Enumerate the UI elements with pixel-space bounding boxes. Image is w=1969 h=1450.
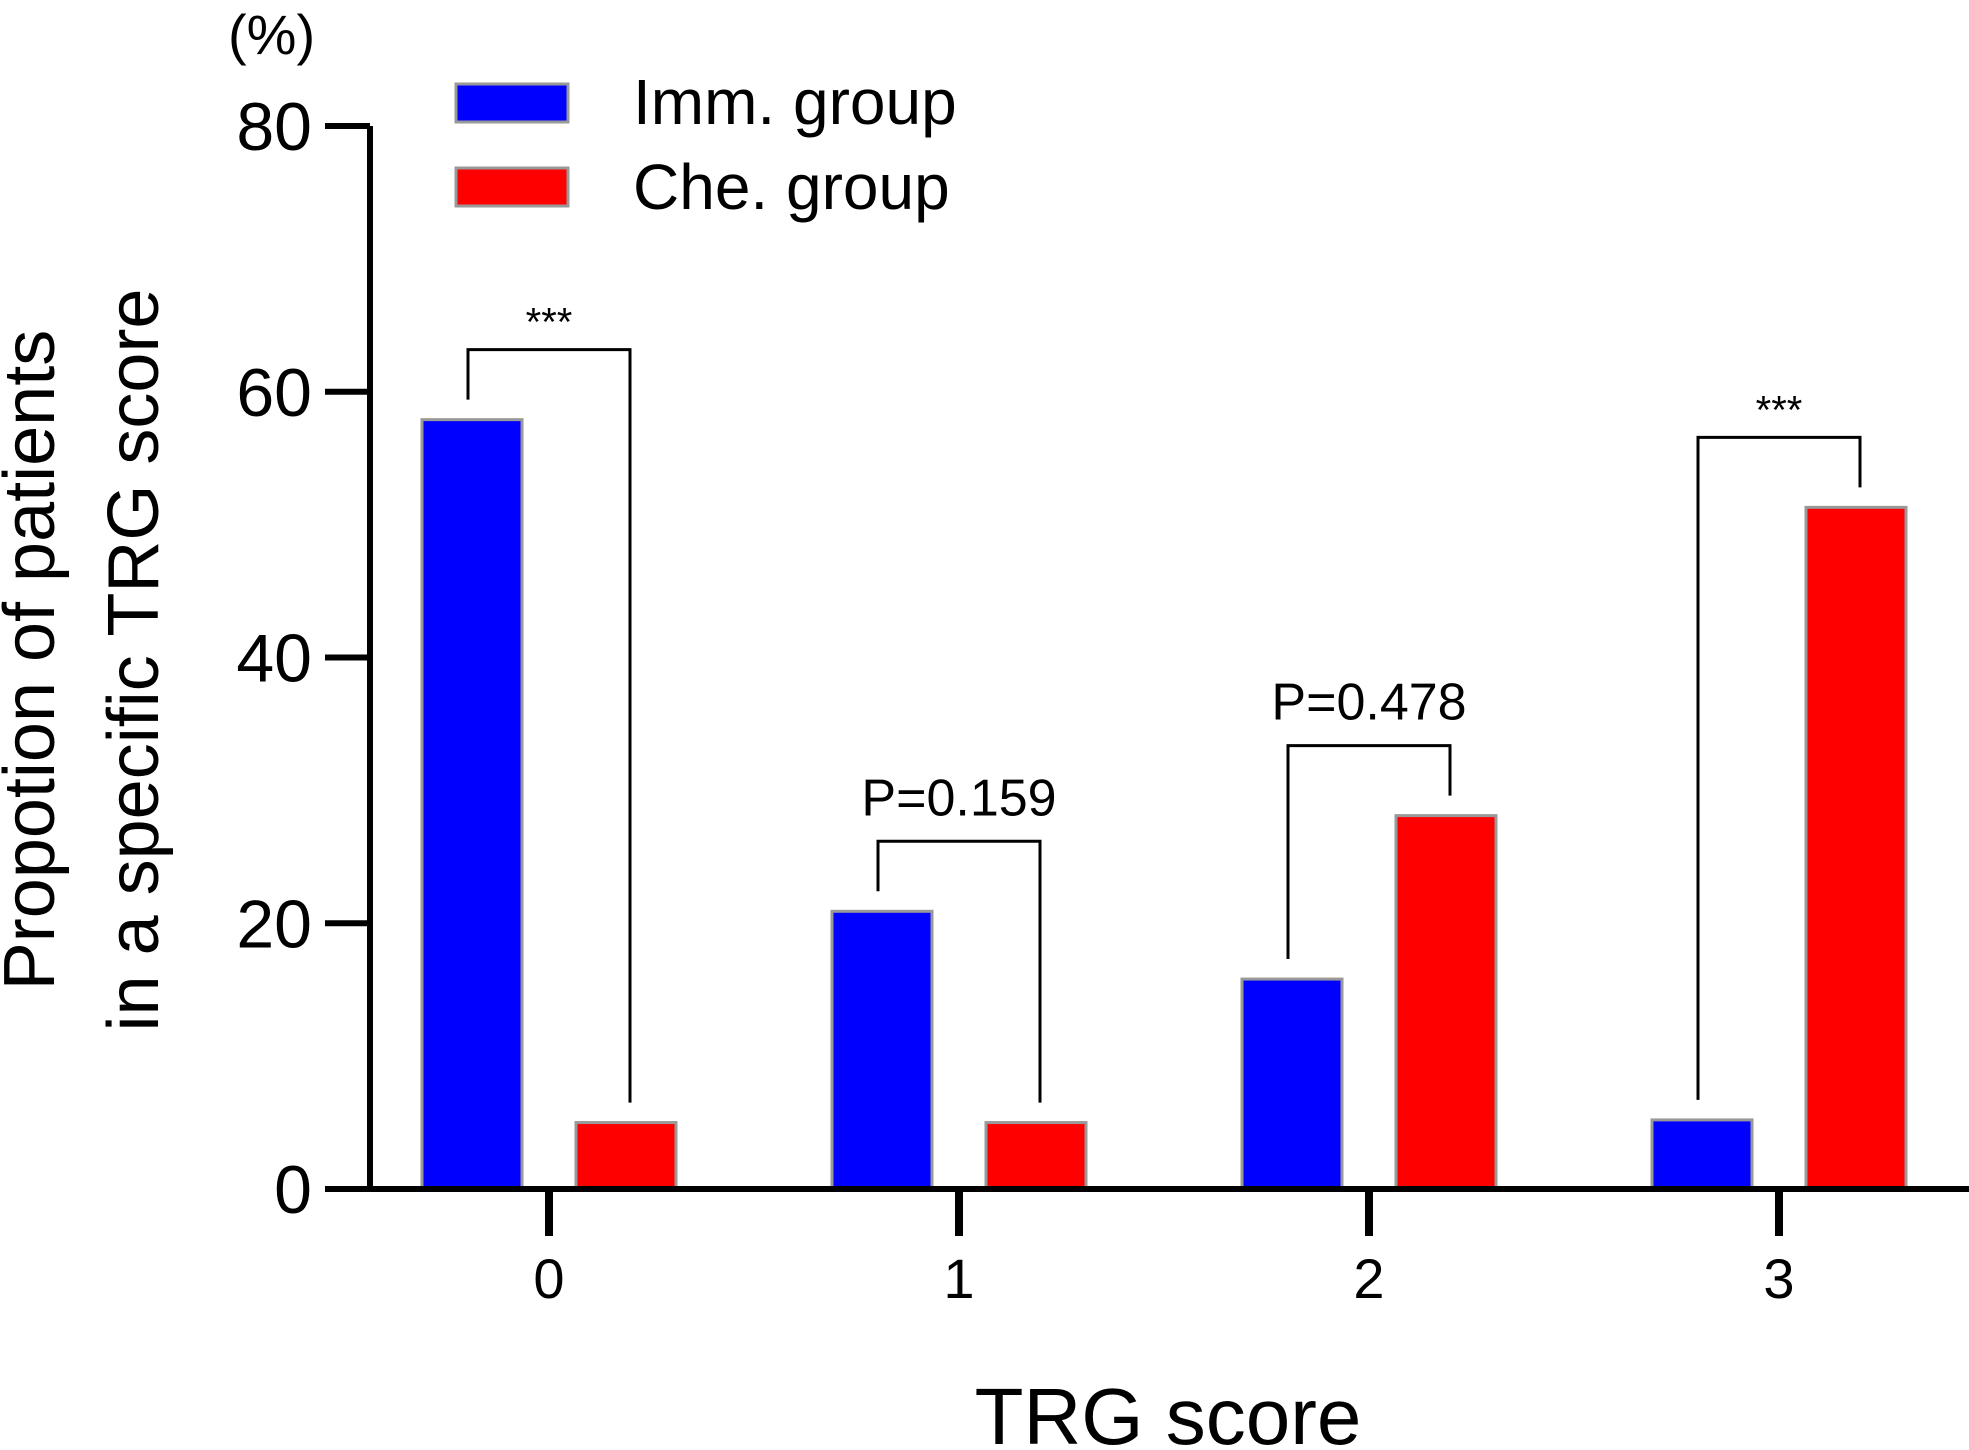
y-tick-label: 40 (236, 621, 312, 697)
significance-label: *** (1756, 388, 1803, 432)
bar-imm-group (830, 909, 934, 1191)
y-unit-label: (%) (228, 3, 315, 66)
brackets-layer: *** P=0.159 P=0.478 *** (466, 301, 1862, 1103)
significance-label: P=0.478 (1271, 674, 1466, 732)
bar-che-group (1804, 505, 1908, 1191)
x-tick-label: 3 (1763, 1247, 1794, 1310)
bar-che-group (984, 1121, 1088, 1191)
x-ticks: 0 1 2 3 (533, 1189, 1795, 1310)
x-tick-label: 2 (1353, 1247, 1384, 1310)
bar-imm-group (1650, 1118, 1754, 1191)
legend: Imm. group Che. group (454, 66, 957, 223)
significance-bracket (876, 839, 1042, 1103)
significance-bracket (1286, 744, 1452, 960)
bar-imm-group (1240, 977, 1344, 1191)
bar-che-group (1394, 814, 1498, 1191)
y-ticks: 0 20 40 60 80 (236, 89, 370, 1228)
significance-bracket (1696, 435, 1862, 1100)
y-tick-label: 80 (236, 89, 312, 165)
significance-label: *** (526, 301, 573, 345)
significance-label: P=0.159 (861, 769, 1056, 827)
bars-layer (420, 418, 1908, 1191)
x-tick-label: 0 (533, 1247, 564, 1310)
y-tick-label: 60 (236, 355, 312, 431)
legend-label-imm: Imm. group (633, 66, 957, 138)
legend-label-che: Che. group (633, 151, 950, 223)
y-tick-label: 0 (274, 1152, 312, 1228)
x-tick-label: 1 (943, 1247, 974, 1310)
significance-bracket (466, 348, 632, 1103)
x-axis-label: TRG score (975, 1372, 1362, 1450)
y-axis-label-line-2: in a specific TRG score (94, 289, 174, 1032)
bar-che-group (574, 1121, 678, 1191)
bar-imm-group (420, 418, 524, 1191)
y-tick-label: 20 (236, 886, 312, 962)
legend-swatch-che (454, 166, 570, 208)
y-axis-label-line-1: Propotion of patients (0, 330, 70, 990)
legend-swatch-imm (454, 82, 570, 124)
